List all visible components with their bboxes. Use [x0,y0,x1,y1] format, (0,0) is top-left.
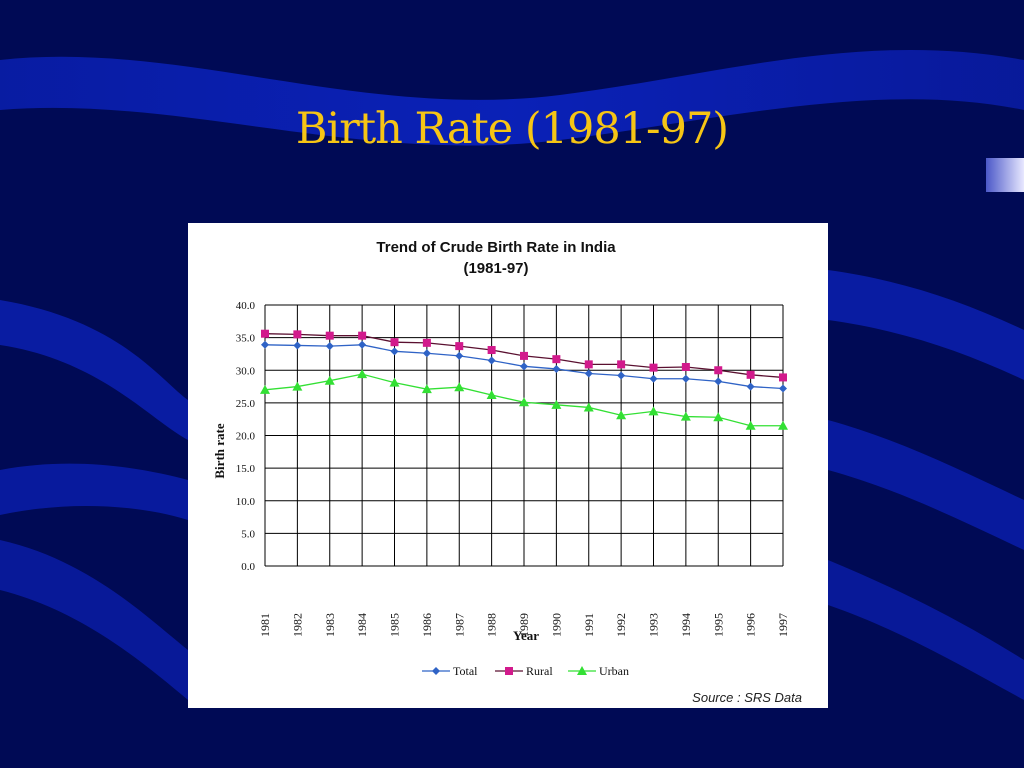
urban-point [519,397,529,407]
urban-point [583,402,594,412]
total-point [487,356,496,365]
x-tick-label: 1986 [420,613,434,637]
rural-point [746,370,755,379]
rural-point [779,373,787,382]
rural-legend-label: Rural [526,664,553,678]
total-point [358,340,367,349]
urban-point [778,420,788,430]
rural-point [390,338,399,347]
rural-point [714,366,723,375]
total-legend-label: Total [453,664,478,678]
line-chart: Trend of Crude Birth Rate in India (1981… [212,239,802,705]
x-tick-label: 1983 [323,613,337,637]
chart-panel: Trend of Crude Birth Rate in India (1981… [188,223,828,708]
total-point [584,369,593,378]
urban-legend-marker [577,666,587,675]
rural-point [325,331,334,340]
chart-title-line2: (1981-97) [463,260,528,277]
y-tick-label: 40.0 [236,300,256,312]
total-point [714,377,723,386]
total-point [520,362,528,371]
urban-point [486,390,497,400]
urban-point [324,375,335,385]
x-tick-label: 1990 [549,613,563,637]
slide-title: Birth Rate (1981-97) [295,104,729,154]
rural-point [487,346,496,355]
x-axis-label: Year [513,628,539,643]
x-tick-label: 1987 [452,613,466,637]
x-tick-label: 1981 [258,613,272,637]
series-layer [260,329,788,430]
urban-point [648,406,659,416]
total-point [422,349,431,358]
rural-point [681,362,690,371]
rural-point [358,331,367,340]
y-tick-labels: 0.0 5.0 10.0 15.0 20.0 25.0 30.0 35.0 40.0 [236,300,256,573]
x-tick-label: 1997 [776,613,790,637]
x-tick-label: 1991 [582,613,596,637]
total-point [455,351,464,360]
y-tick-label: 0.0 [241,561,255,573]
rural-point [455,342,464,351]
urban-point [713,412,724,422]
total-point [779,384,787,393]
urban-point [616,410,627,420]
x-tick-label: 1992 [614,613,628,637]
rural-point [552,355,561,364]
urban-point [454,382,465,392]
x-tick-labels: 1981 1982 1983 1984 1985 1986 1987 1988 1989 1990… [258,613,790,637]
y-axis-label: Birth rate [212,423,227,478]
total-point [390,347,399,356]
y-tick-label: 35.0 [236,333,256,345]
total-point [681,374,690,383]
rural-point [520,351,528,360]
x-tick-label: 1988 [485,613,499,637]
rural-point [293,330,302,339]
grid-lines [264,304,784,567]
x-tick-label: 1984 [355,613,369,637]
urban-point [745,420,756,430]
urban-point [357,369,368,379]
y-tick-label: 25.0 [236,398,256,410]
y-tick-label: 10.0 [236,496,256,508]
y-tick-label: 15.0 [236,463,256,475]
x-tick-label: 1985 [388,613,402,637]
urban-point [389,377,400,387]
rural-point [261,329,269,338]
total-point [746,382,755,391]
total-legend-marker [432,667,440,675]
urban-point [260,384,270,394]
rural-point [617,360,626,369]
legend: Total Rural Urban [422,664,629,678]
rural-legend-marker [505,667,513,675]
rural-point [584,360,593,369]
urban-point [421,384,432,394]
total-point [325,342,334,351]
x-tick-label: 1989 [517,613,531,637]
total-point [649,374,658,383]
rural-point [649,363,658,372]
slide-tab-decoration [986,158,1024,192]
total-point [617,371,626,380]
y-tick-label: 5.0 [241,528,255,540]
chart-title-line1: Trend of Crude Birth Rate in India [376,239,616,256]
urban-point [680,411,691,421]
urban-point [292,381,303,391]
x-tick-label: 1996 [744,613,758,637]
x-tick-label: 1982 [290,613,304,637]
y-tick-label: 30.0 [236,365,256,377]
urban-legend-label: Urban [599,664,629,678]
x-tick-label: 1994 [679,613,693,637]
x-tick-label: 1993 [647,613,661,637]
rural-point [422,338,431,347]
urban-point [551,399,562,409]
source-note: Source : SRS Data [692,690,802,705]
total-point [552,364,561,373]
total-point [293,341,302,350]
y-tick-label: 20.0 [236,431,256,443]
total-point [261,340,269,349]
x-tick-label: 1995 [711,613,725,637]
